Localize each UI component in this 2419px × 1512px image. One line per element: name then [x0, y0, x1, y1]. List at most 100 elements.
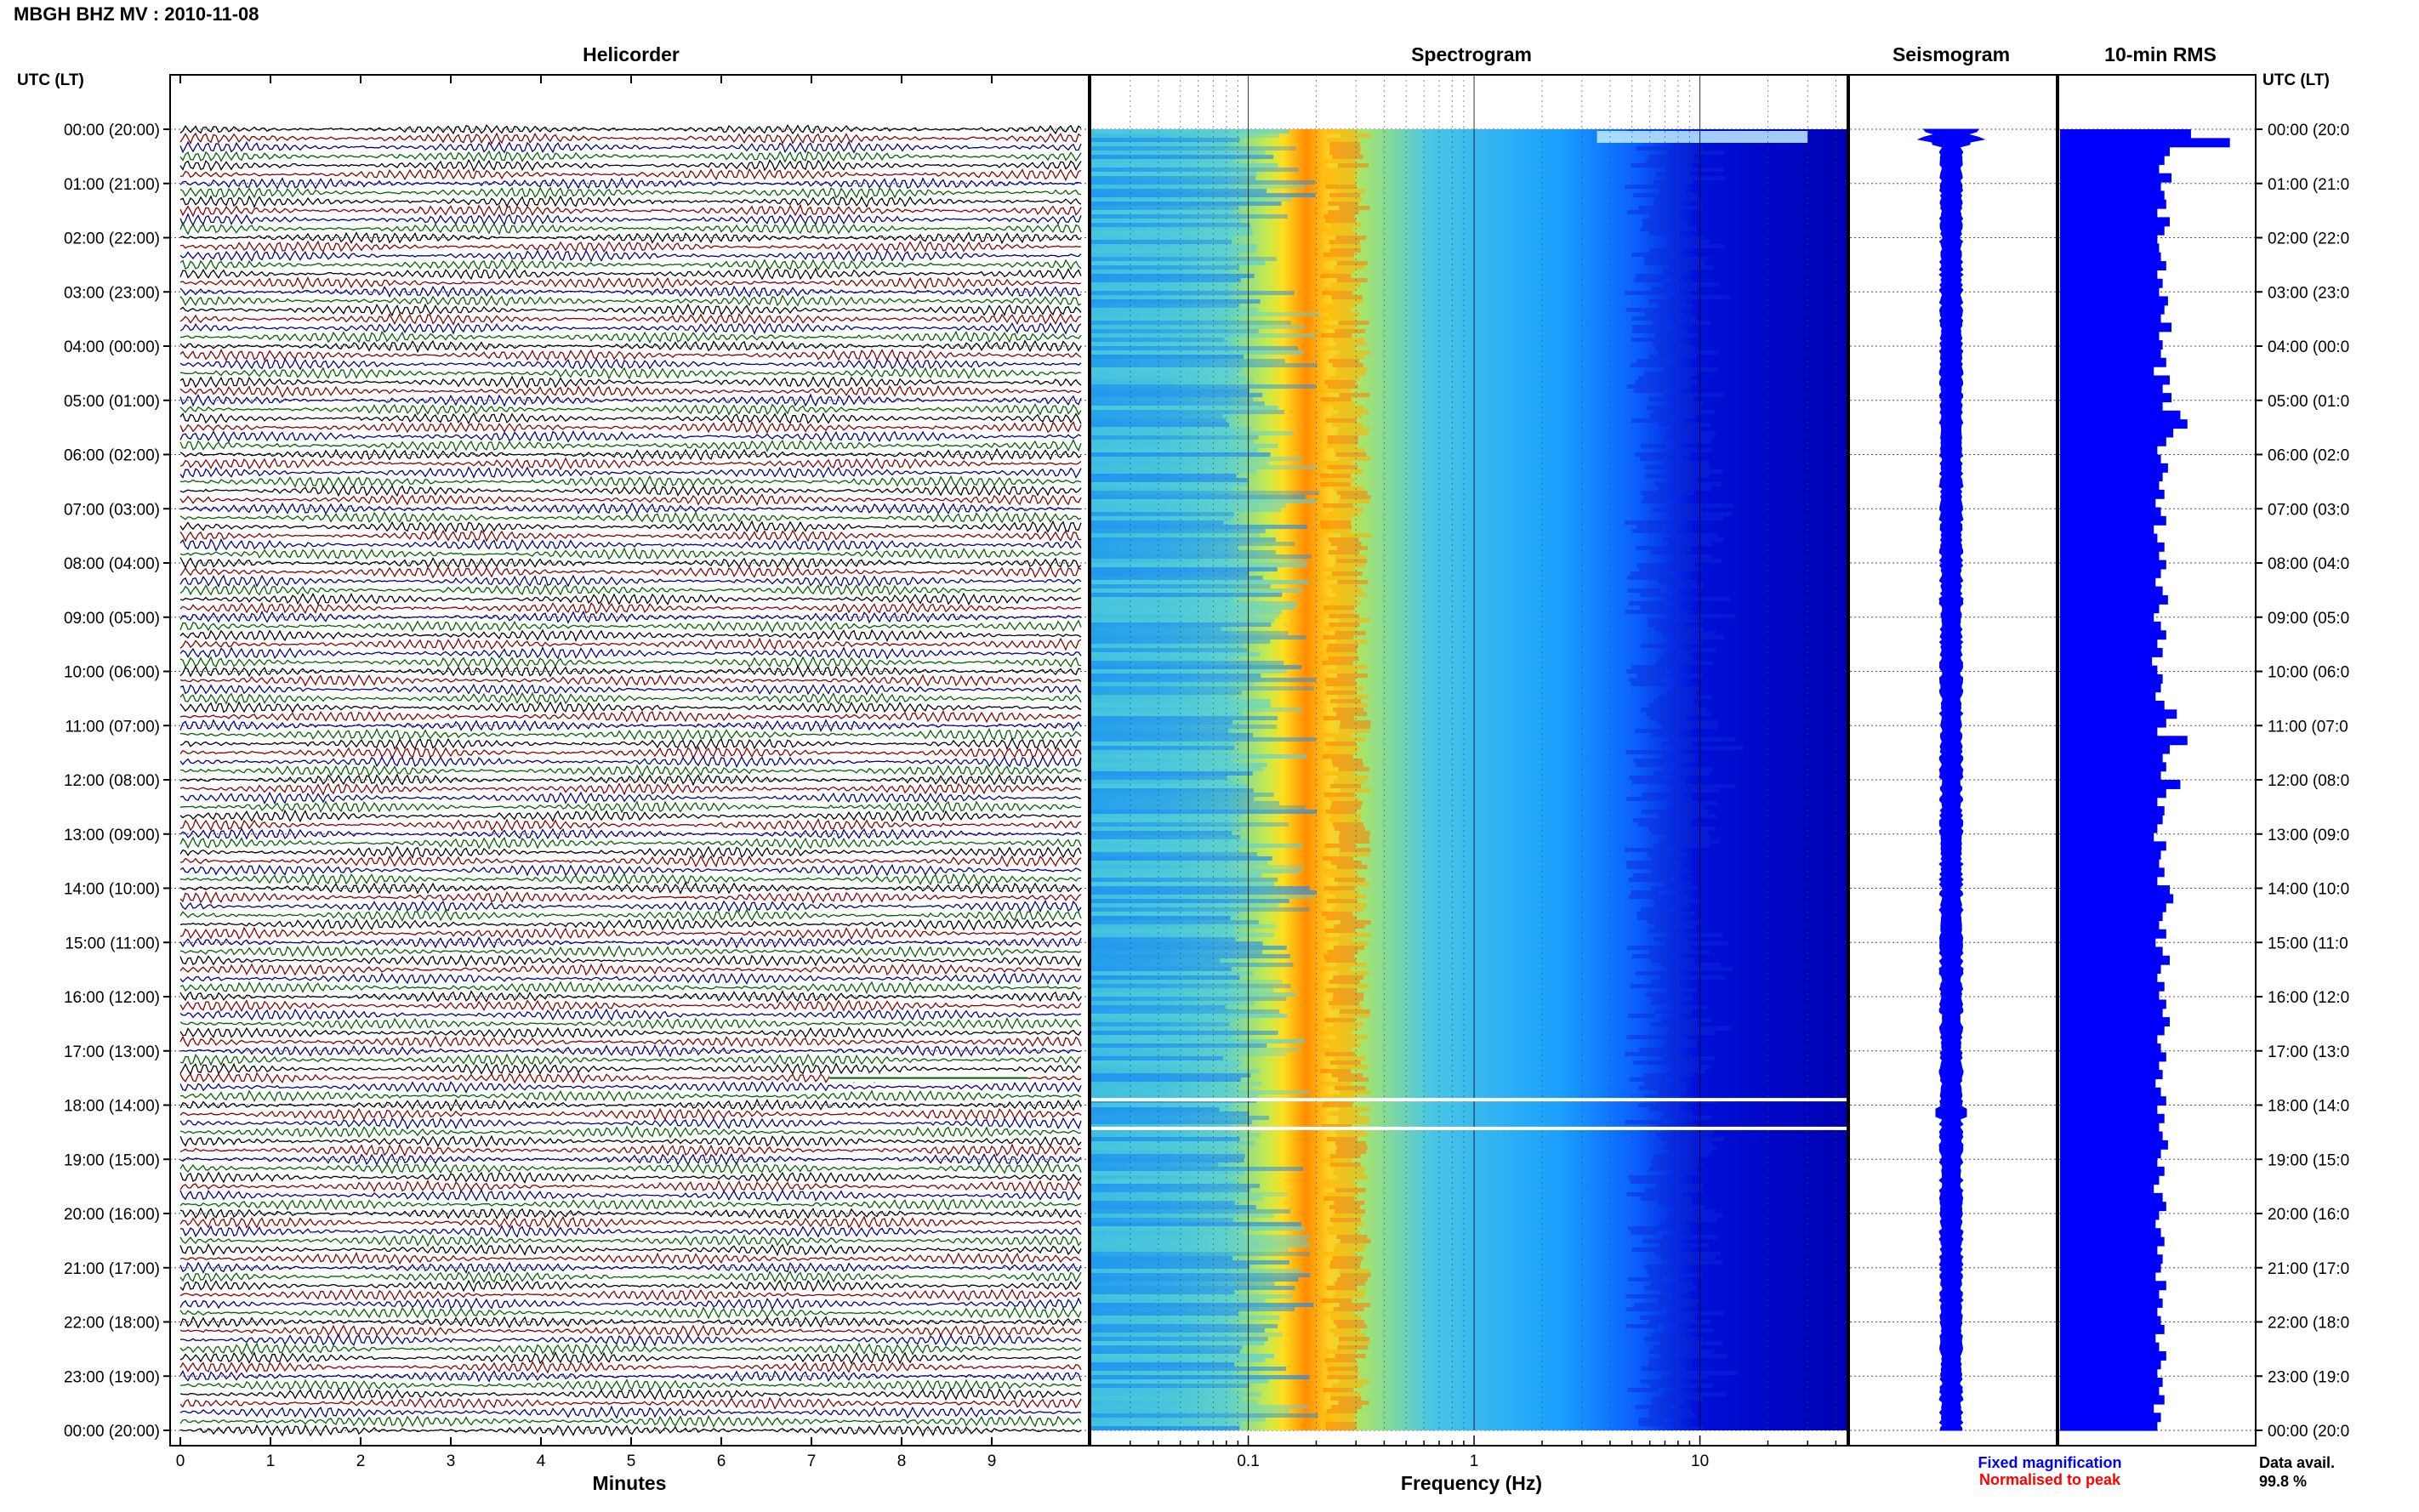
- rms-bar: [2060, 657, 2153, 667]
- rms-bar: [2060, 850, 2161, 860]
- utc-label-right: 15:00 (11:0: [2268, 935, 2348, 952]
- spectrogram-row-low: [1090, 937, 1236, 941]
- utc-label-right: 03:00 (23:0: [2268, 284, 2349, 302]
- spectrogram-row-peak: [1323, 503, 1354, 508]
- spectrogram-row-high: [1665, 393, 1725, 397]
- spectrogram-row-peak: [1325, 1426, 1357, 1430]
- spectrogram-row-low: [1090, 691, 1242, 695]
- spectrogram-row-low: [1090, 895, 1314, 899]
- spectrogram-row-low: [1090, 1077, 1241, 1082]
- spectrogram-row-low: [1090, 576, 1263, 580]
- spectrogram-row-high: [1640, 1316, 1696, 1320]
- rms-bar: [2060, 1113, 2165, 1123]
- spectrogram-row-high: [1673, 1209, 1716, 1214]
- spectrogram-row-high: [1644, 1265, 1675, 1269]
- spectrogram-row-low: [1090, 261, 1266, 265]
- spectrogram-row-low: [1090, 274, 1255, 278]
- rms-bar: [2060, 938, 2156, 948]
- spectrogram-row-low: [1090, 1145, 1234, 1150]
- spectrogram-row-peak: [1334, 1333, 1365, 1337]
- spectrogram-row-low: [1090, 1311, 1239, 1316]
- spectrogram-data-gaps: [1090, 1098, 1881, 1130]
- helicorder-trace: [179, 303, 1082, 317]
- spectrogram-row-low: [1090, 712, 1243, 716]
- rms-bar: [2060, 1175, 2160, 1185]
- spectrogram-row-peak: [1329, 142, 1361, 146]
- spectrogram-row-low: [1090, 1384, 1249, 1388]
- spectrogram-row-peak: [1338, 1120, 1369, 1124]
- spectrogram-row-peak: [1330, 814, 1362, 818]
- spectrogram-row-high: [1628, 601, 1665, 605]
- spectrogram-row-peak: [1334, 563, 1365, 567]
- spectrogram-row-high: [1664, 367, 1718, 372]
- spectrogram-row-low: [1090, 197, 1292, 202]
- spectrogram-row-low: [1090, 155, 1274, 159]
- helicorder-trace: [179, 1161, 1082, 1175]
- spectrogram-row-low: [1090, 444, 1278, 448]
- helicorder-trace: [179, 321, 1082, 336]
- rms-bar: [2060, 1386, 2160, 1396]
- rms-bar: [2060, 621, 2161, 631]
- spectrogram-row-peak: [1335, 1056, 1366, 1060]
- rms-bar: [2060, 454, 2161, 464]
- helicorder-trace: [179, 1098, 1082, 1112]
- rms-bar: [2060, 296, 2168, 306]
- rms-bar: [2060, 981, 2165, 992]
- helicorder-trace: [179, 439, 1082, 452]
- spectrogram-row-peak: [1333, 1222, 1364, 1226]
- rms-bar: [2060, 912, 2163, 922]
- utc-label-right: 08:00 (04:0: [2268, 555, 2349, 573]
- spectrogram-row-peak: [1333, 1320, 1364, 1324]
- spectrogram-row-high: [1641, 907, 1670, 912]
- spectrogram-row-peak: [1324, 346, 1356, 350]
- spectrogram-row-high: [1648, 618, 1703, 622]
- spectrogram-row-high: [1650, 414, 1696, 418]
- spectrogram-row-peak: [1335, 1086, 1366, 1090]
- spectrogram-row-low: [1090, 227, 1252, 231]
- helicorder-trace: [179, 1044, 1082, 1058]
- spectrogram-row-peak: [1330, 699, 1362, 703]
- rms-bar: [2060, 551, 2160, 561]
- spectrogram-row-low: [1090, 699, 1271, 703]
- rms-bar: [2060, 331, 2160, 341]
- spectrogram-row-low: [1090, 746, 1235, 750]
- spectrogram-row-high: [1669, 933, 1723, 937]
- spectrogram-row-low: [1090, 265, 1239, 270]
- spectrogram-row-low: [1090, 367, 1243, 372]
- spectrogram-row-peak: [1335, 1188, 1366, 1192]
- spectrogram-row-low: [1090, 1231, 1244, 1235]
- spectrogram-row-high: [1664, 1111, 1693, 1116]
- utc-label-left: 15:00 (11:00): [65, 935, 160, 952]
- utc-label-left: 13:00 (09:00): [64, 827, 160, 844]
- spectrogram-row-peak: [1324, 1413, 1356, 1418]
- helicorder-trace: [179, 1089, 1082, 1102]
- spectrogram-row-peak: [1326, 1409, 1357, 1413]
- rms-bar: [2060, 736, 2188, 746]
- spectrogram-row-peak: [1335, 236, 1367, 240]
- spectrogram-row-low: [1090, 474, 1237, 478]
- spectrogram-row-peak: [1325, 418, 1357, 423]
- rms-bar: [2060, 1281, 2166, 1291]
- spectrogram-row-peak: [1340, 350, 1371, 355]
- spectrogram-row-low: [1090, 329, 1259, 333]
- spectrogram-row-peak: [1324, 287, 1356, 291]
- spectrogram-row-peak: [1339, 852, 1370, 856]
- rms-bar: [2060, 867, 2165, 878]
- helicorder-trace: [179, 655, 1082, 669]
- spectrogram-row-low: [1090, 508, 1282, 512]
- spectrogram-row-high: [1631, 665, 1673, 669]
- spectrogram-row-peak: [1333, 406, 1364, 410]
- utc-label-right: 20:00 (16:0: [2268, 1206, 2349, 1224]
- rms-bar: [2060, 278, 2163, 288]
- spectrogram-row-high: [1626, 384, 1692, 389]
- rms-bar: [2060, 700, 2165, 710]
- spectrogram-row-peak: [1333, 708, 1364, 712]
- rms-bar: [2060, 401, 2163, 412]
- spectrogram-row-high: [1660, 1137, 1724, 1141]
- rms-bar: [2060, 1333, 2156, 1344]
- spectrogram-row-peak: [1320, 482, 1352, 486]
- spectrogram-row-peak: [1332, 907, 1363, 912]
- helicorder-trace: [179, 845, 1082, 859]
- helicorder-trace: [179, 1080, 1082, 1094]
- spectrogram-row-peak: [1336, 1277, 1368, 1282]
